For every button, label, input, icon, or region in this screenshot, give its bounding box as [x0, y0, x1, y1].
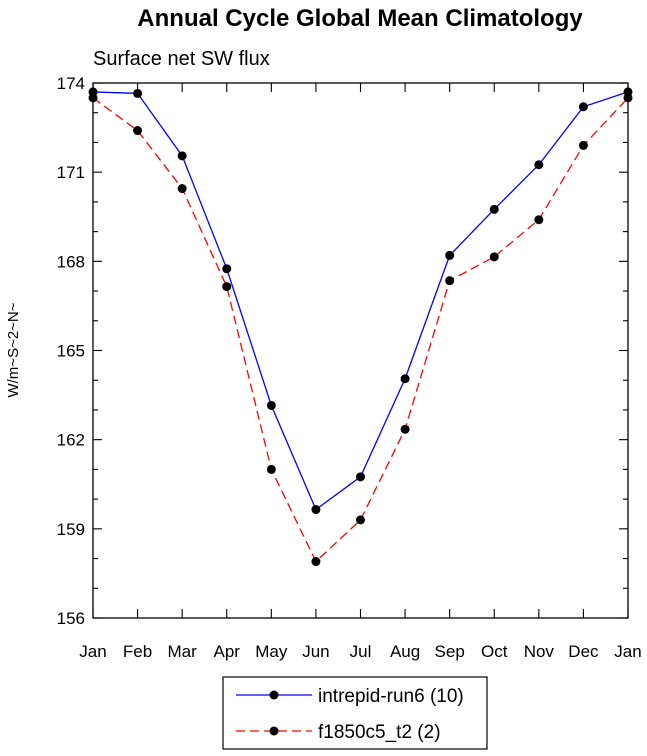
- legend: intrepid-run6 (10) f1850c5_t2 (2): [222, 676, 488, 750]
- data-point: [489, 204, 499, 214]
- data-point: [356, 472, 365, 482]
- chart-subtitle: Surface net SW flux: [93, 48, 270, 70]
- x-tick-label: May: [255, 642, 288, 661]
- data-point: [133, 88, 143, 98]
- data-point: [489, 252, 499, 262]
- data-point: [356, 515, 365, 525]
- x-tick-label: Feb: [123, 642, 152, 661]
- axis-ticks: [92, 82, 629, 619]
- legend-marker-intrepid: [269, 690, 279, 700]
- data-point: [266, 464, 276, 474]
- x-tick-label: Dec: [568, 642, 599, 661]
- y-tick-label: 171: [57, 163, 85, 182]
- series-line: [92, 97, 629, 563]
- series-line: [92, 91, 629, 511]
- data-point: [578, 140, 588, 150]
- y-axis-label: W/m~S~2~N~: [5, 302, 22, 397]
- legend-marker-f1850: [269, 726, 279, 736]
- y-tick-label: 156: [57, 609, 85, 628]
- data-point: [311, 557, 321, 567]
- data-point: [222, 282, 232, 292]
- data-point: [534, 160, 544, 170]
- y-tick-label: 174: [57, 74, 85, 93]
- x-tick-label: Jan: [79, 642, 106, 661]
- y-tick-labels: 174 171 168 165 162 159 156: [57, 74, 85, 628]
- data-point: [445, 250, 455, 260]
- data-point: [266, 400, 276, 410]
- data-point: [400, 424, 410, 434]
- data-point: [133, 126, 143, 136]
- y-tick-label: 168: [57, 252, 85, 271]
- x-tick-label: Nov: [524, 642, 555, 661]
- legend-label-f1850: f1850c5_t2 (2): [318, 722, 441, 743]
- chart-title: Annual Cycle Global Mean Climatology: [137, 5, 583, 32]
- x-tick-label: Apr: [214, 642, 241, 661]
- data-point: [578, 102, 588, 112]
- x-tick-label: Mar: [168, 642, 198, 661]
- data-point: [311, 505, 321, 515]
- data-point: [400, 374, 410, 384]
- data-point: [177, 184, 187, 194]
- x-tick-label: Jun: [302, 642, 329, 661]
- data-point: [534, 215, 544, 225]
- legend-box: [222, 676, 488, 750]
- x-tick-labels: Jan Feb Mar Apr May Jun Jul Aug Sep Oct Nov Dec Jan: [79, 642, 641, 661]
- y-tick-label: 162: [57, 431, 85, 450]
- legend-label-intrepid: intrepid-run6 (10): [318, 686, 464, 707]
- x-tick-label: Aug: [390, 642, 420, 661]
- y-tick-label: 165: [57, 342, 85, 361]
- data-point: [222, 264, 232, 274]
- data-point: [177, 151, 187, 161]
- x-tick-label: Sep: [435, 642, 465, 661]
- y-tick-label: 159: [57, 520, 85, 539]
- x-tick-label: Jan: [614, 642, 641, 661]
- x-tick-label: Jul: [350, 642, 372, 661]
- plot-frame: [92, 82, 629, 619]
- series-lines: [88, 87, 633, 567]
- data-point: [445, 276, 455, 286]
- x-tick-label: Oct: [481, 642, 508, 661]
